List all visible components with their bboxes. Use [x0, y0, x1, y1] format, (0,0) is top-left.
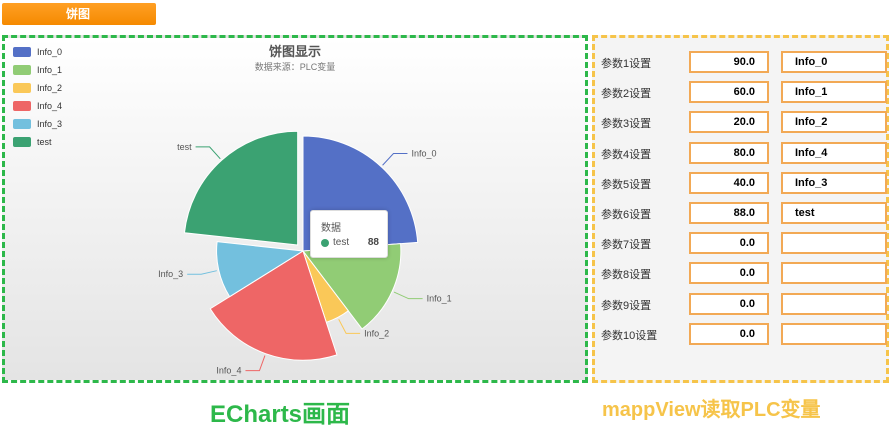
legend-item[interactable]: Info_4 — [13, 97, 62, 115]
legend-label: Info_0 — [37, 47, 63, 57]
param-label: 参数3设置 — [601, 118, 652, 131]
legend-swatch — [13, 119, 31, 129]
param-value-input[interactable]: 40.0 — [689, 171, 769, 194]
param-label: 参数8设置 — [601, 269, 652, 282]
legend-label: Info_1 — [37, 65, 63, 75]
pie-label-line — [338, 318, 361, 334]
chart-subtitle: 数据来源：PLC变量 — [254, 62, 336, 72]
tooltip-title: 数据 — [321, 223, 341, 234]
param-label: 参数6设置 — [601, 209, 652, 221]
param-row: 参数1设置 90.0 Info_0 — [601, 51, 891, 73]
param-label: 参数10设置 — [601, 329, 658, 342]
param-label: 参数5设置 — [601, 178, 652, 191]
param-row: 参数9设置 0.0 — [601, 292, 891, 315]
param-name-input[interactable] — [781, 262, 887, 285]
pie-label: Info_1 — [427, 294, 452, 304]
legend-item[interactable]: test — [13, 133, 62, 151]
param-name-input[interactable]: Info_2 — [781, 111, 887, 134]
pie-label-line — [187, 270, 217, 275]
param-label: 参数2设置 — [601, 88, 652, 101]
legend-label: Info_2 — [37, 83, 63, 93]
tooltip-value: 88 — [367, 237, 379, 248]
pie-label-line — [393, 291, 423, 300]
pie-slice[interactable] — [209, 250, 338, 361]
chart-title: 饼图显示 — [268, 44, 321, 59]
param-value-input[interactable]: 0.0 — [689, 262, 769, 285]
legend-label: Info_4 — [37, 101, 63, 111]
param-label: 参数9设置 — [601, 299, 652, 312]
param-label: 参数1设置 — [601, 58, 652, 70]
legend-item[interactable]: Info_0 — [13, 43, 62, 61]
param-value-input[interactable]: 0.0 — [689, 232, 769, 255]
param-value-input[interactable]: 20.0 — [689, 111, 769, 134]
legend-swatch — [13, 65, 31, 75]
echarts-caption: ECharts画面 — [210, 401, 351, 428]
pie-label-line — [382, 153, 408, 166]
legend-item[interactable]: Info_1 — [13, 61, 62, 79]
param-name-input[interactable] — [781, 232, 887, 255]
param-row: 参数7设置 0.0 — [601, 232, 891, 255]
param-name-input[interactable]: Info_1 — [781, 81, 887, 104]
mappview-panel: 参数1设置 90.0 Info_0 参数2设置 60.0 Info_1 参数3设置 20.0 I… — [592, 35, 889, 383]
param-value-input[interactable]: 0.0 — [689, 292, 769, 315]
pie-label-line — [195, 146, 221, 160]
param-value-input[interactable]: 90.0 — [689, 51, 769, 73]
param-row: 参数3设置 20.0 Info_2 — [601, 111, 891, 134]
param-row: 参数2设置 60.0 Info_1 — [601, 81, 891, 104]
param-row: 参数5设置 40.0 Info_3 — [601, 171, 891, 194]
param-value-input[interactable]: 0.0 — [689, 322, 769, 345]
legend-swatch — [13, 83, 31, 93]
chart-tooltip: 数据 test 88 — [310, 210, 388, 258]
tooltip-dot-icon — [321, 239, 329, 247]
param-row: 参数8设置 0.0 — [601, 262, 891, 285]
param-value-input[interactable]: 88.0 — [689, 202, 769, 224]
param-value-input[interactable]: 80.0 — [689, 141, 769, 164]
param-label: 参数7设置 — [601, 239, 652, 252]
pie-slice[interactable] — [216, 241, 305, 298]
legend-item[interactable]: Info_3 — [13, 115, 62, 133]
param-row: 参数10设置 0.0 — [601, 322, 891, 345]
tooltip-series-name: test — [333, 237, 350, 248]
pie-label-line — [245, 355, 266, 372]
pie-label: Info_4 — [216, 366, 241, 376]
pie-label: Info_2 — [364, 328, 389, 338]
pie-slice[interactable] — [302, 243, 402, 330]
pie-label: Info_0 — [411, 149, 436, 159]
tab-pie[interactable]: 饼图 — [2, 3, 156, 25]
pie-label: Info_3 — [158, 269, 183, 279]
pie-label: test — [177, 142, 192, 152]
legend-swatch — [13, 137, 31, 147]
pie-slice[interactable] — [183, 130, 299, 246]
param-name-input[interactable]: Info_0 — [781, 51, 887, 73]
param-name-input[interactable]: test — [781, 202, 887, 224]
param-name-input[interactable]: Info_4 — [781, 141, 887, 164]
mappview-caption: mappView读取PLC变量 — [602, 399, 821, 421]
legend-swatch — [13, 101, 31, 111]
param-value-input[interactable]: 60.0 — [689, 81, 769, 104]
param-label: 参数4设置 — [601, 148, 652, 161]
param-row: 参数6设置 88.0 test — [601, 202, 891, 224]
echarts-panel: Info_0 Info_1 Info_2 Info_4 Info_3 test 饼图显示 … — [2, 35, 588, 383]
legend-item[interactable]: Info_2 — [13, 79, 62, 97]
legend-swatch — [13, 47, 31, 57]
param-name-input[interactable] — [781, 292, 887, 315]
param-row: 参数4设置 80.0 Info_4 — [601, 141, 891, 164]
param-name-input[interactable]: Info_3 — [781, 171, 887, 194]
pie-chart: Info_0 Info_1 Info_2 Info_4 Info_3 test — [158, 130, 452, 376]
legend-label: Info_3 — [37, 119, 63, 129]
legend-label: test — [37, 137, 52, 147]
param-name-input[interactable] — [781, 322, 887, 345]
